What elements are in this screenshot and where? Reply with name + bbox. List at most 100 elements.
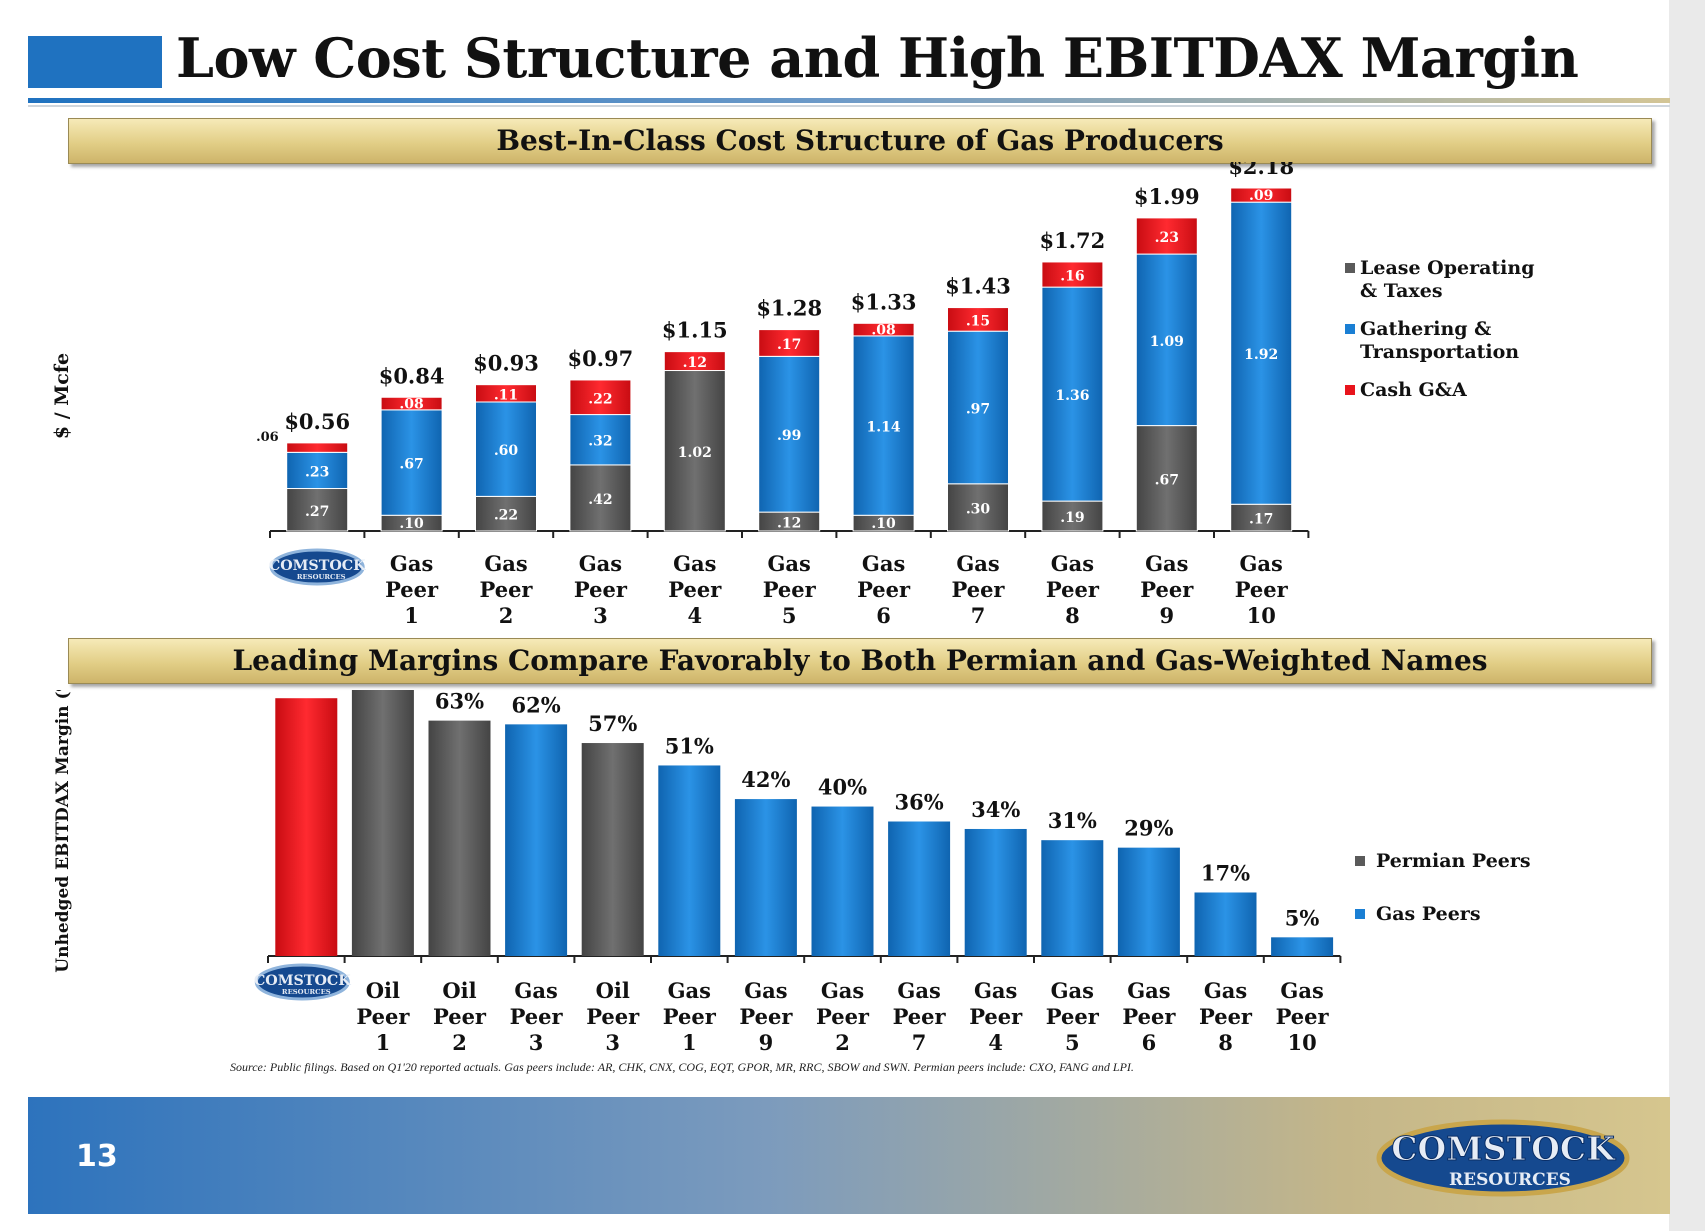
cost-structure-banner: Best-In-Class Cost Structure of Gas Prod…	[68, 118, 1652, 164]
legend-label: Permian Peers	[1376, 850, 1531, 872]
legend-label: & Taxes	[1360, 280, 1443, 302]
bar-segment	[475, 384, 537, 403]
segment-label: .23	[1155, 230, 1179, 246]
bar-segment	[286, 488, 349, 532]
bar-segment	[569, 379, 632, 416]
category-label: Peer	[479, 577, 533, 602]
category-label: Peer	[586, 1004, 640, 1029]
category-label: Peer	[1235, 577, 1289, 602]
margin-bar	[888, 821, 951, 956]
category-label: Peer	[433, 1004, 487, 1029]
bar-total-label: $2.18	[1228, 162, 1294, 179]
legend-label: Gathering &	[1360, 318, 1491, 340]
bar-segment	[1135, 217, 1198, 255]
bar-total-label: $1.43	[945, 274, 1011, 299]
category-label: Peer	[1276, 1004, 1330, 1029]
logo-text-top: COMSTOCK	[1391, 1129, 1616, 1168]
category-label: Gas	[484, 551, 527, 576]
category-label: 2	[452, 1030, 467, 1055]
category-label: 7	[912, 1030, 927, 1055]
segment-label: .32	[588, 434, 612, 450]
category-label: Peer	[668, 577, 722, 602]
bar-segment	[947, 330, 1009, 485]
segment-label: .67	[399, 457, 423, 473]
segment-label: 1.02	[678, 445, 712, 461]
category-label: Gas	[579, 551, 622, 576]
cost-structure-chart: $ / Mcfe .27 .23 .06 $0.56 COMSTOCKRESOURCES.…	[51, 162, 1535, 628]
right-margin-bar	[1669, 0, 1705, 1231]
margin-label: 42%	[741, 767, 790, 792]
margin-label: 29%	[1124, 816, 1173, 841]
page-number: 13	[76, 1139, 118, 1174]
category-label: Gas	[668, 978, 711, 1003]
ebitdax-margin-chart: Unhedged EBITDAX Margin (%) 69% COMSTOCKRE…	[53, 690, 1531, 1055]
bar-segment	[1135, 425, 1198, 532]
category-label: Oil	[366, 978, 400, 1003]
bar-segment	[1041, 261, 1104, 288]
segment-label: .17	[777, 337, 801, 353]
comstock-logo: COMSTOCK RESOURCES	[1376, 1119, 1630, 1197]
category-label: Oil	[442, 978, 476, 1003]
category-label: Peer	[1199, 1004, 1253, 1029]
margin-label: 34%	[971, 797, 1020, 822]
margin-bar	[658, 765, 721, 956]
category-label: 2	[499, 603, 514, 628]
bar-total-label: $0.97	[568, 346, 634, 371]
legend-label: Transportation	[1360, 341, 1519, 363]
category-label: Gas	[673, 551, 716, 576]
category-label: Peer	[1122, 1004, 1176, 1029]
category-label: Gas	[390, 551, 433, 576]
category-label: 1	[404, 603, 419, 628]
margin-bar	[275, 698, 338, 956]
title-accent-block	[28, 36, 162, 88]
bar-segment	[569, 414, 632, 466]
logo-text-bottom: RESOURCES	[297, 573, 346, 581]
category-label: 10	[1247, 603, 1276, 628]
margins-banner: Leading Margins Compare Favorably to Bot…	[68, 638, 1652, 684]
bar-segment	[663, 351, 726, 372]
segment-label: .08	[871, 323, 895, 339]
category-label: Gas	[744, 978, 787, 1003]
margin-bar	[964, 828, 1027, 956]
category-label: Peer	[893, 1004, 947, 1029]
logo-text-top: COMSTOCK	[269, 558, 366, 574]
category-label: Peer	[763, 577, 817, 602]
category-label: Peer	[574, 577, 628, 602]
segment-label: .10	[399, 516, 424, 532]
margin-bar	[1041, 840, 1104, 956]
segment-label: .12	[683, 355, 707, 371]
category-label: Gas	[956, 551, 999, 576]
segment-label: .06	[256, 430, 279, 445]
bar-segment	[380, 396, 443, 411]
bar-segment	[758, 329, 821, 357]
bar-total-label: $0.84	[379, 363, 445, 388]
margin-label: 40%	[818, 775, 867, 800]
bar-segment	[1041, 286, 1104, 502]
margin-bar	[351, 690, 414, 956]
category-label: Gas	[974, 978, 1017, 1003]
margin-label: 31%	[1048, 808, 1097, 833]
logo-text-bottom: RESOURCES	[282, 988, 331, 996]
category-label: 2	[835, 1030, 850, 1055]
bar-segment	[852, 335, 915, 516]
margin-label: 17%	[1201, 860, 1250, 885]
category-label: Peer	[1046, 577, 1100, 602]
segment-label: .23	[305, 464, 329, 480]
category-label: Gas	[1051, 978, 1094, 1003]
margin-label: 63%	[435, 690, 484, 714]
segment-label: 1.09	[1150, 334, 1184, 350]
segment-label: .16	[1060, 269, 1084, 285]
margin-label: 57%	[588, 711, 637, 736]
category-label: 3	[593, 603, 608, 628]
bar-total-label: $1.15	[662, 318, 728, 343]
segment-label: .67	[1155, 472, 1179, 488]
segment-label: .97	[966, 401, 990, 417]
margin-bar	[581, 743, 644, 956]
segment-label: .22	[588, 391, 612, 407]
segment-label: 1.14	[867, 420, 901, 436]
category-label: 9	[1159, 603, 1174, 628]
logo-oval	[254, 963, 350, 1001]
title-rule-shadow	[28, 105, 1670, 107]
